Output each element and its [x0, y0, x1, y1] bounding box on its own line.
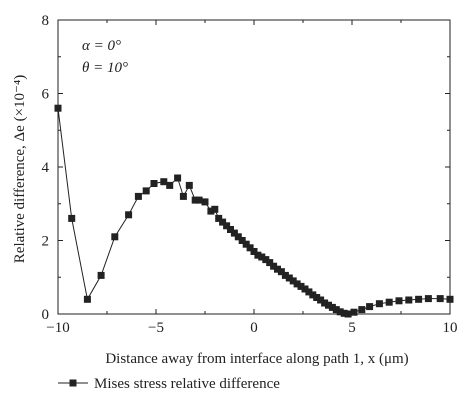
data-point-marker: [321, 299, 329, 307]
data-point-marker: [340, 309, 348, 317]
data-point-marker: [436, 295, 444, 303]
data-point-marker: [201, 198, 209, 206]
data-point-marker: [54, 104, 62, 112]
data-point-marker: [227, 226, 234, 233]
x-axis-label: Distance away from interface along path …: [105, 351, 408, 367]
data-point-marker: [344, 310, 352, 318]
y-tick-label: 6: [42, 87, 50, 103]
data-point-marker: [350, 308, 358, 316]
data-point-marker: [211, 205, 219, 213]
data-point-marker: [385, 298, 393, 306]
data-point-marker: [405, 296, 413, 304]
axis-ticks: −10 −5 0 5 10 0 2 4 6 8: [42, 13, 458, 336]
data-point-marker: [266, 259, 274, 267]
data-point-marker: [277, 268, 285, 276]
data-point-marker: [166, 181, 174, 189]
data-point-marker: [366, 303, 374, 311]
data-point-marker: [179, 192, 187, 200]
data-point-marker: [97, 271, 105, 279]
data-point-marker: [219, 218, 227, 226]
data-point-marker: [234, 233, 242, 241]
x-tick-label: −10: [46, 320, 69, 336]
data-point-marker: [328, 303, 336, 311]
data-point-marker: [424, 295, 432, 303]
data-point-marker: [285, 274, 293, 282]
data-point-marker: [238, 237, 246, 244]
data-point-marker: [250, 248, 258, 255]
data-point-marker: [274, 265, 281, 273]
data-point-marker: [336, 308, 344, 316]
data-point-marker: [191, 196, 199, 204]
data-point-marker: [195, 196, 203, 204]
data-point-marker: [223, 222, 231, 230]
data-point-marker: [142, 187, 150, 195]
data-point-marker: [125, 211, 133, 219]
data-point-marker: [68, 214, 76, 222]
data-point-marker: [258, 253, 266, 261]
y-tick-label: 2: [42, 234, 50, 250]
legend: Mises stress relative difference: [58, 376, 280, 392]
legend-label: Mises stress relative difference: [94, 376, 280, 392]
data-point-marker: [317, 296, 325, 304]
data-point-marker: [230, 229, 238, 237]
data-point-marker: [134, 192, 142, 200]
data-point-marker: [262, 256, 270, 264]
data-point-marker: [281, 271, 289, 279]
data-point-marker: [246, 244, 254, 252]
x-tick-label: −5: [148, 320, 164, 336]
data-point-marker: [395, 297, 403, 305]
data-point-marker: [309, 291, 317, 299]
series-line: [57, 108, 451, 315]
data-point-marker: [301, 285, 309, 293]
y-tick-label: 0: [42, 307, 50, 323]
data-point-marker: [270, 262, 278, 270]
data-point-marker: [325, 301, 332, 309]
annotation-theta: θ = 10°: [82, 60, 128, 76]
data-point-marker: [293, 280, 301, 288]
data-point-marker: [207, 207, 215, 215]
data-point-marker: [375, 300, 383, 308]
data-point-marker: [83, 295, 91, 303]
data-point-marker: [242, 240, 250, 248]
data-point-marker: [174, 174, 182, 182]
data-point-marker: [160, 178, 168, 186]
data-point-marker: [415, 295, 423, 303]
legend-marker: [69, 379, 77, 387]
data-point-marker: [446, 295, 454, 303]
y-tick-label: 4: [42, 160, 50, 176]
series-points-group: [54, 104, 454, 318]
x-tick-label: 0: [250, 320, 258, 336]
annotation-alpha: α = 0°: [82, 38, 121, 54]
data-point-marker: [185, 181, 193, 189]
data-point-marker: [358, 306, 366, 314]
series-line-group: [57, 108, 451, 315]
y-axis-label: Relative difference, Δe (×10⁻⁴): [12, 75, 28, 263]
data-point-marker: [150, 180, 158, 187]
data-point-marker: [111, 233, 119, 241]
data-point-marker: [313, 294, 321, 301]
data-point-marker: [305, 288, 313, 296]
data-point-marker: [289, 277, 297, 285]
y-tick-label: 8: [42, 13, 50, 29]
data-point-marker: [297, 282, 305, 290]
x-tick-label: 5: [348, 320, 356, 336]
data-point-marker: [254, 251, 262, 259]
data-point-marker: [215, 214, 223, 222]
data-point-marker: [332, 306, 340, 314]
x-tick-label: 10: [443, 320, 458, 336]
